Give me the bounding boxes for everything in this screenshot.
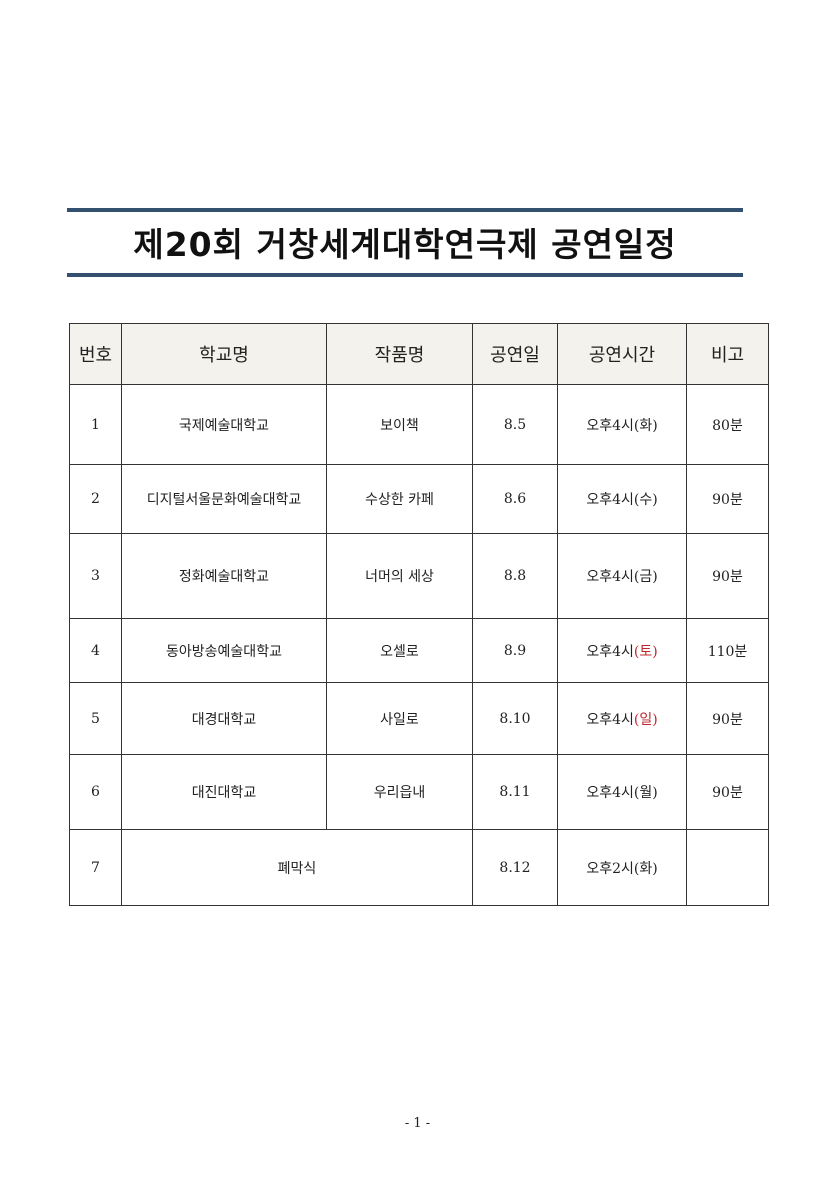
cell-closing-label: 폐막식: [121, 829, 473, 906]
cell-note: 90분: [686, 464, 769, 534]
cell-no: 6: [69, 754, 122, 830]
cell-work: 오셀로: [326, 618, 473, 683]
header-school: 학교명: [121, 323, 327, 385]
cell-school: 정화예술대학교: [121, 533, 327, 619]
cell-date: 8.5: [472, 384, 558, 465]
cell-date: 8.8: [472, 533, 558, 619]
cell-time: 오후4시(월): [557, 754, 687, 830]
cell-date: 8.11: [472, 754, 558, 830]
cell-time: 오후4시(토): [557, 618, 687, 683]
table-row: 2 디지털서울문화예술대학교 수상한 카페 8.6 오후4시(수) 90분: [69, 464, 769, 534]
header-note: 비고: [686, 323, 769, 385]
title-bottom-rule: [67, 273, 743, 277]
cell-time: 오후4시(금): [557, 533, 687, 619]
cell-date: 8.10: [472, 682, 558, 755]
cell-no: 4: [69, 618, 122, 683]
table-header-row: 번호 학교명 작품명 공연일 공연시간 비고: [69, 323, 769, 385]
header-no: 번호: [69, 323, 122, 385]
cell-work: 우리읍내: [326, 754, 473, 830]
title-top-rule: [67, 208, 743, 212]
day-text: (화): [633, 417, 658, 434]
cell-date: 8.9: [472, 618, 558, 683]
time-text: 오후4시: [586, 569, 634, 585]
cell-work: 너머의 세상: [326, 533, 473, 619]
time-text: 오후4시: [586, 417, 634, 434]
page-number: - 1 -: [404, 1116, 431, 1131]
cell-time: 오후4시(일): [557, 682, 687, 755]
cell-no: 3: [69, 533, 122, 619]
header-date: 공연일: [472, 323, 558, 385]
table-row: 5 대경대학교 사일로 8.10 오후4시(일) 90분: [69, 682, 769, 755]
table-row: 4 동아방송예술대학교 오셀로 8.9 오후4시(토) 110분: [69, 618, 769, 683]
cell-date: 8.6: [472, 464, 558, 534]
cell-no: 5: [69, 682, 122, 755]
day-text: (수): [633, 492, 658, 508]
table-row: 1 국제예술대학교 보이책 8.5 오후4시(화) 80분: [69, 384, 769, 465]
header-work: 작품명: [326, 323, 473, 385]
cell-date: 8.12: [472, 829, 558, 906]
cell-note: 90분: [686, 682, 769, 755]
header-time: 공연시간: [557, 323, 687, 385]
schedule-table: 번호 학교명 작품명 공연일 공연시간 비고 1 국제예술대학교 보이책 8.5…: [69, 323, 769, 906]
closing-row: 7 폐막식 8.12 오후2시(화): [69, 829, 769, 906]
cell-school: 대진대학교: [121, 754, 327, 830]
cell-note: 90분: [686, 754, 769, 830]
cell-work: 보이책: [326, 384, 473, 465]
day-text: (화): [633, 860, 658, 877]
cell-work: 사일로: [326, 682, 473, 755]
day-text: (금): [633, 569, 658, 585]
cell-note: 90분: [686, 533, 769, 619]
cell-school: 국제예술대학교: [121, 384, 327, 465]
cell-note: [686, 829, 769, 906]
cell-school: 동아방송예술대학교: [121, 618, 327, 683]
cell-school: 디지털서울문화예술대학교: [121, 464, 327, 534]
time-text: 오후4시: [586, 711, 634, 728]
day-text: (일): [633, 711, 658, 728]
time-text: 오후2시: [586, 860, 634, 877]
cell-note: 110분: [686, 618, 769, 683]
cell-no: 7: [69, 829, 122, 906]
cell-work: 수상한 카페: [326, 464, 473, 534]
page-title: 제20회 거창세계대학연극제 공연일정: [133, 225, 677, 264]
cell-note: 80분: [686, 384, 769, 465]
day-text: (토): [633, 643, 658, 660]
time-text: 오후4시: [586, 785, 634, 801]
table-row: 6 대진대학교 우리읍내 8.11 오후4시(월) 90분: [69, 754, 769, 830]
time-text: 오후4시: [586, 492, 634, 508]
cell-school: 대경대학교: [121, 682, 327, 755]
cell-no: 2: [69, 464, 122, 534]
cell-time: 오후4시(화): [557, 384, 687, 465]
time-text: 오후4시: [586, 643, 634, 660]
cell-time: 오후4시(수): [557, 464, 687, 534]
day-text: (월): [633, 785, 658, 801]
cell-time: 오후2시(화): [557, 829, 687, 906]
table-row: 3 정화예술대학교 너머의 세상 8.8 오후4시(금) 90분: [69, 533, 769, 619]
cell-no: 1: [69, 384, 122, 465]
